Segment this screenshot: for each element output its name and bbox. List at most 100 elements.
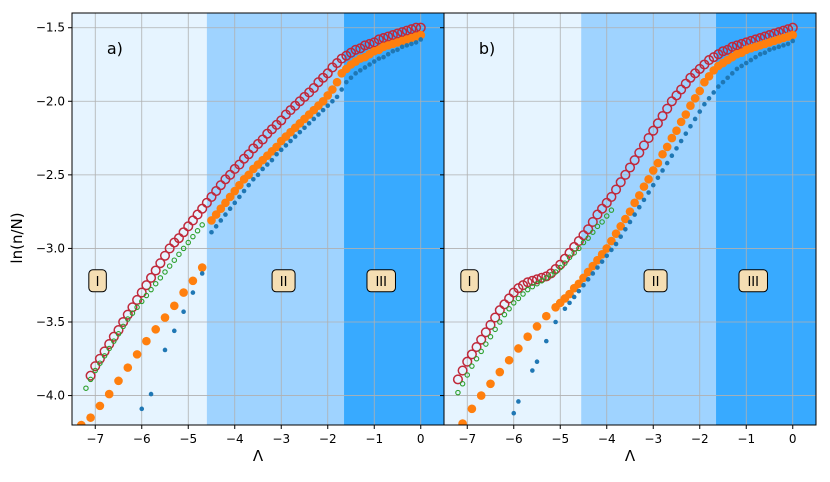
data-point-filled-dot-small (404, 43, 410, 48)
data-point-open-circle-small (543, 275, 550, 281)
data-point-open-circle-large (373, 34, 384, 45)
data-point-filled-circle-large (86, 413, 95, 422)
region-label: II (280, 275, 288, 290)
data-point-open-circle-small (599, 219, 605, 225)
data-point-filled-dot-small (627, 219, 633, 225)
data-point-filled-circle-large (230, 186, 240, 196)
region-3-band (716, 13, 816, 425)
region-label: II (652, 275, 660, 290)
data-point-filled-circle-large (476, 391, 486, 400)
data-point-filled-dot-small (785, 41, 791, 47)
data-point-filled-dot-small (595, 265, 600, 270)
data-point-filled-circle-large (653, 158, 663, 168)
data-point-filled-dot-small (227, 206, 233, 211)
data-point-filled-circle-large (658, 149, 667, 159)
data-point-open-circle-small (580, 239, 587, 246)
data-point-filled-circle-large (244, 170, 253, 180)
x-tick-label: −1 (737, 432, 755, 446)
data-point-filled-circle-large (625, 207, 635, 216)
data-point-open-circle-small (464, 372, 470, 378)
data-point-filled-dot-small (330, 98, 335, 104)
data-point-filled-circle-large (788, 30, 798, 40)
data-point-open-circle-small (557, 264, 563, 271)
data-point-filled-circle-large (597, 250, 607, 259)
data-point-filled-dot-small (613, 241, 619, 247)
data-point-filled-dot-small (376, 56, 382, 61)
data-point-open-circle-large (620, 169, 631, 180)
x-axis-label: Λ (625, 447, 636, 465)
data-point-filled-dot-small (739, 63, 744, 69)
data-point-open-circle-large (94, 353, 105, 364)
data-point-open-circle-large (392, 28, 403, 39)
data-point-open-circle-large (531, 274, 543, 285)
data-point-filled-dot-small (725, 75, 730, 81)
data-point-filled-dot-small (399, 44, 405, 50)
data-point-filled-circle-large (574, 279, 584, 289)
data-point-filled-dot-small (320, 107, 326, 113)
data-point-filled-dot-small (409, 41, 414, 47)
data-point-open-circle-small (608, 207, 615, 213)
x-tick-label: −3 (644, 432, 662, 446)
data-point-open-circle-large (476, 334, 487, 345)
data-point-filled-dot-small (218, 218, 224, 223)
data-point-open-circle-small (548, 272, 554, 278)
data-point-open-circle-large (150, 265, 161, 276)
data-point-filled-dot-small (576, 288, 582, 294)
data-point-open-circle-large (615, 177, 626, 188)
data-point-open-circle-small (459, 381, 466, 387)
y-tick-label: −2.0 (36, 94, 65, 108)
data-point-filled-dot-small (692, 116, 698, 122)
data-point-open-circle-large (457, 365, 468, 376)
data-point-filled-circle-large (495, 367, 505, 377)
data-point-filled-dot-small (790, 38, 796, 44)
data-point-filled-circle-large (611, 229, 621, 239)
data-point-filled-circle-large (672, 126, 681, 136)
data-point-filled-dot-small (534, 359, 540, 365)
data-point-open-circle-large (466, 349, 477, 360)
data-point-filled-dot-small (265, 162, 270, 167)
data-point-filled-circle-large (458, 419, 467, 425)
data-point-open-circle-small (571, 250, 577, 256)
data-point-filled-dot-small (213, 224, 219, 229)
data-point-filled-circle-large (542, 311, 551, 321)
data-point-filled-dot-small (646, 190, 651, 195)
data-point-open-circle-large (127, 302, 138, 313)
data-point-filled-dot-small (316, 112, 321, 117)
data-point-open-circle-small (83, 385, 89, 391)
data-point-filled-circle-large (579, 273, 588, 283)
region-label-box (271, 269, 296, 293)
data-point-filled-dot-small (609, 247, 614, 253)
x-tick-label: −7 (458, 432, 476, 446)
data-point-open-circle-small (562, 260, 568, 266)
data-point-filled-circle-large (95, 401, 105, 411)
x-tick-label: −7 (86, 432, 104, 446)
data-point-filled-circle-large (639, 182, 649, 191)
data-point-open-circle-large (652, 118, 663, 129)
data-point-filled-dot-small (664, 160, 670, 166)
data-point-open-circle-large (717, 46, 729, 57)
x-tick-label: −3 (272, 432, 290, 446)
region-label-box (460, 269, 479, 293)
data-point-filled-dot-small (660, 168, 665, 173)
data-point-open-circle-small (506, 306, 512, 312)
region-label: I (468, 275, 472, 290)
data-point-filled-dot-small (223, 212, 228, 217)
data-point-filled-dot-small (516, 399, 521, 404)
data-point-open-circle-large (471, 341, 482, 353)
data-point-filled-dot-small (172, 328, 177, 334)
y-tick-label: −3.5 (36, 315, 65, 329)
data-point-open-circle-large (122, 309, 133, 320)
data-point-open-circle-large (662, 103, 673, 114)
data-point-filled-dot-small (381, 54, 386, 60)
data-point-filled-circle-large (523, 332, 532, 342)
data-point-filled-dot-small (655, 175, 661, 181)
data-point-open-circle-small (473, 356, 480, 362)
data-point-open-circle-small (152, 280, 159, 287)
data-point-filled-circle-large (593, 255, 602, 265)
data-point-open-circle-small (585, 235, 591, 241)
data-point-filled-dot-small (209, 229, 214, 235)
data-point-filled-dot-small (743, 60, 749, 66)
data-point-filled-dot-small (362, 65, 368, 70)
data-point-open-circle-large (113, 325, 124, 336)
data-point-open-circle-large (727, 41, 738, 52)
